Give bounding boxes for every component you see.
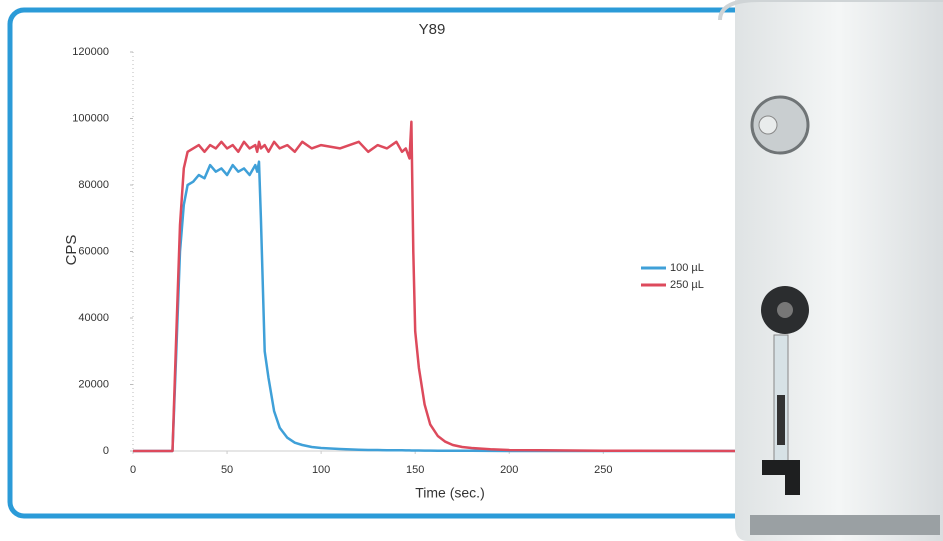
legend-label: 250 µL: [670, 279, 704, 291]
y-axis-label: CPS: [63, 235, 80, 266]
y-tick-label: 100000: [72, 112, 109, 124]
valve-center: [777, 302, 793, 318]
x-tick-label: 250: [594, 464, 612, 476]
instrument-edge: [718, 0, 943, 21]
y-tick-label: 20000: [78, 378, 109, 390]
pump-roller: [758, 115, 778, 135]
y-tick-label: 60000: [78, 245, 109, 257]
plot: 0 20000 40000 60000 80000 100000 120000 0 50 100 1…: [72, 46, 736, 476]
syringe-plunger: [777, 395, 785, 445]
syringe-bracket: [762, 460, 800, 495]
y-tick-label: 80000: [78, 179, 109, 191]
x-tick-label: 50: [221, 464, 233, 476]
chart-title: Y89: [419, 21, 446, 38]
legend-label: 100 µL: [670, 262, 704, 274]
x-tick-label: 0: [130, 464, 136, 476]
series-line: [133, 120, 736, 453]
instrument-base: [750, 515, 940, 535]
x-axis-label: Time (sec.): [415, 485, 484, 501]
instrument-photo: [718, 0, 943, 541]
x-tick-label: 150: [406, 464, 424, 476]
x-tick-label: 100: [312, 464, 330, 476]
y-tick-label: 40000: [78, 312, 109, 324]
y-tick-label: 120000: [72, 46, 109, 58]
instrument-body: [735, 0, 943, 541]
series-line: [133, 160, 735, 453]
pump-head: [750, 95, 810, 155]
y-tick-label: 0: [103, 445, 109, 457]
x-tick-label: 200: [500, 464, 518, 476]
